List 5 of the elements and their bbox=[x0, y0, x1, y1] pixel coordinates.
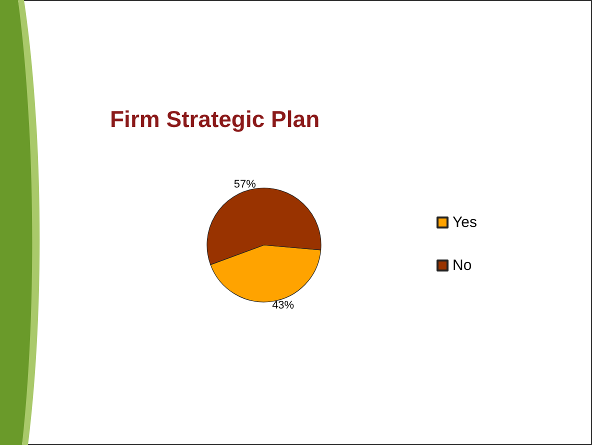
legend-label: Yes bbox=[452, 214, 478, 231]
chart-title: Firm Strategic Plan bbox=[110, 106, 320, 133]
data-label: 43% bbox=[272, 299, 294, 312]
legend-label: No bbox=[452, 257, 472, 274]
data-label: 57% bbox=[234, 178, 256, 191]
